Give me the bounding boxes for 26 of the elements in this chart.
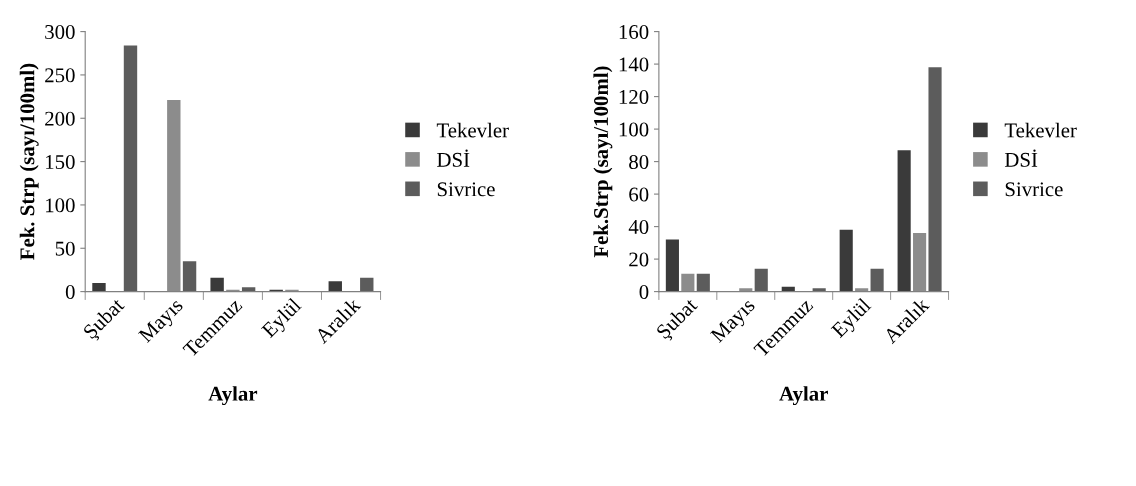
y-tick-label: 150: [46, 154, 75, 170]
y-tick-label: 120: [619, 89, 649, 105]
legend-label: Sivrice: [437, 182, 495, 197]
legend-label: Tekevler: [1004, 122, 1077, 138]
y-tick-label: 300: [45, 24, 75, 40]
y-tick-label: 80: [629, 154, 649, 170]
y-tick-label: 20: [629, 252, 649, 267]
y-tick-label: 140: [619, 57, 649, 72]
legend-label: DSİ: [437, 149, 470, 167]
x-axis-title: Aylar: [208, 386, 258, 406]
y-tick-label: 100: [619, 122, 649, 137]
x-axis-title: Aylar: [779, 386, 828, 406]
y-tick-label: 40: [628, 219, 649, 235]
legend-label: Sivrice: [1005, 182, 1063, 197]
y-tick-label: 250: [45, 68, 75, 83]
y-tick-label: 100: [46, 198, 75, 213]
legend-label: Tekevler: [436, 122, 509, 138]
y-tick-label: 50: [55, 241, 75, 256]
y-tick-label: 0: [65, 284, 75, 300]
y-tick-label: 200: [45, 111, 75, 126]
y-axis-title: Fek.Strp (sayı/100ml): [593, 66, 613, 258]
y-tick-label: 0: [639, 284, 649, 300]
y-tick-label: 60: [629, 187, 649, 202]
y-tick-label: 160: [619, 24, 649, 40]
legend-label: DSİ: [1004, 149, 1038, 167]
y-axis-title: Fek. Strp (sayı/100ml): [19, 63, 39, 260]
